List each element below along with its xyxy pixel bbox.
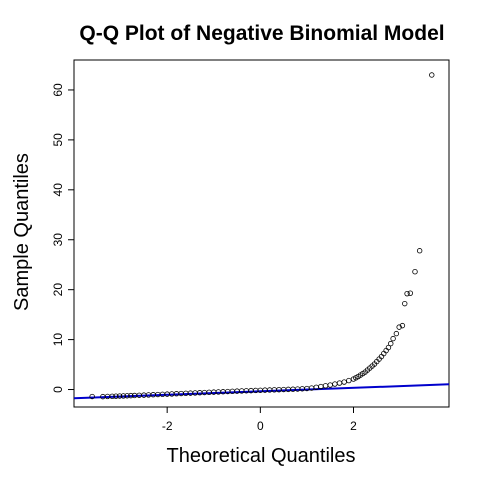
data-point [390,335,396,342]
data-point [336,380,343,386]
data-point [341,379,347,385]
data-point [109,393,115,400]
data-point [402,300,408,307]
reference-line-group [73,383,450,400]
data-point [113,393,119,399]
y-axis-label: Sample Quantiles [11,153,33,311]
y-tick-label: 40 [51,183,65,197]
data-point [332,381,338,387]
y-tick-label: 30 [51,233,65,247]
data-point [128,392,134,399]
x-tick-label: 2 [350,419,357,433]
data-point [89,393,95,400]
chart-title: Q-Q Plot of Negative Binomial Model [79,22,444,45]
data-point [327,382,333,388]
data-point [385,344,392,351]
data-point [404,290,410,297]
data-point [399,322,406,329]
data-point [429,72,435,78]
data-point [407,290,414,296]
y-tick-label: 20 [51,283,65,297]
data-point [388,340,394,347]
y-tick-label: 60 [51,83,65,97]
plot-frame [73,59,450,408]
y-tick-label: 0 [51,386,65,393]
reference-line [73,383,450,400]
data-point [381,350,387,357]
data-point [393,330,400,337]
data-point [124,393,130,399]
data-point [116,393,123,399]
y-tick-label: 50 [51,133,65,147]
x-tick-label: 0 [257,419,264,433]
y-axis: 0 10 20 30 40 50 60 [51,83,74,393]
data-point [396,324,402,330]
data-point [322,383,329,389]
x-axis-label: Theoretical Quantiles [167,445,356,467]
data-points [89,72,435,400]
data-point [416,248,423,254]
data-point [346,377,352,384]
y-tick-label: 10 [51,333,65,347]
data-point [383,347,389,354]
data-point [120,393,127,399]
x-axis: -2 0 2 [162,407,357,433]
x-tick-label: -2 [162,419,173,433]
data-point [412,268,418,275]
